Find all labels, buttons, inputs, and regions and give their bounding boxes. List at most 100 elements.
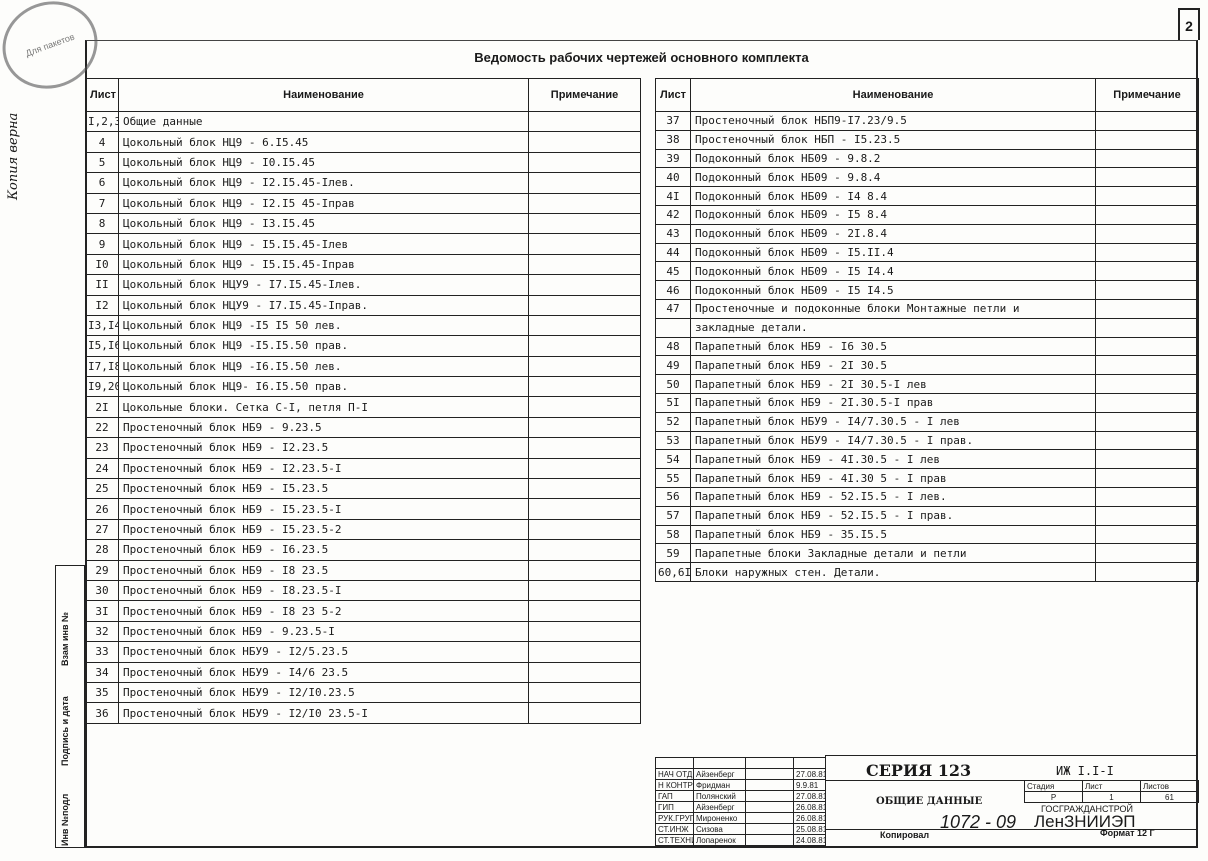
note-cell	[528, 274, 641, 296]
note-cell	[1095, 223, 1199, 244]
title-block: СЕРИЯ 123 ИЖ I.I-I ОБЩИЕ ДАННЫЕ Стадия Ли…	[825, 755, 1199, 831]
name-cell: Айзенберг	[693, 801, 746, 813]
note-cell	[1095, 280, 1199, 300]
table-row: 45 Подоконный блок НБ09 - I5 I4.4	[655, 261, 1199, 282]
table-row: I,2,3 Общие данные	[85, 110, 641, 133]
name-cell: Простеночный блок НБ9 - I5.23.5-2	[118, 518, 529, 541]
table-row: 52 Парапетный блок НБУ9 - I4/7.30.5 - I л…	[655, 411, 1199, 432]
date-cell: 26.08.81	[793, 801, 826, 813]
sheet-cell: I2	[85, 294, 119, 316]
role-cell: ГИП	[655, 801, 694, 813]
table-row: 4I Подоконный блок НБ09 - I4 8.4	[655, 186, 1199, 206]
name-cell: Простеночный блок НБП9-I7.23/9.5	[690, 111, 1096, 131]
signature-cell	[745, 779, 794, 791]
note-cell	[1095, 355, 1199, 376]
sheet-cell: 37	[655, 111, 691, 131]
sheet-title: ОБЩИЕ ДАННЫЕ	[876, 796, 983, 807]
name-cell: Простеночный блок НБ9 - 9.23.5	[118, 416, 529, 439]
table-row: 32 Простеночный блок НБ9 - 9.23.5-I	[85, 620, 641, 643]
sheet-cell: 7	[85, 192, 119, 214]
sheet-cell: 54	[655, 449, 691, 470]
sheet-cell: I0	[85, 253, 119, 276]
name-cell: Простеночный блок НБ9 - 9.23.5-I	[118, 620, 529, 643]
staff-table: НАЧ ОТД Айзенберг 27.08.81 Н КОНТР Фридман 9.…	[655, 757, 826, 846]
header-name: Наименование	[690, 78, 1096, 112]
note-cell	[528, 620, 641, 643]
table-row: 54 Парапетный блок НБ9 - 4I.30.5 - I лев	[655, 449, 1199, 470]
org-institute: ЛенЗНИИЭП	[1034, 812, 1136, 831]
note-cell	[1095, 392, 1199, 413]
table-row: II Цокольный блок НЦУ9 - I7.I5.45-Iлев.	[85, 274, 641, 296]
note-cell	[1095, 449, 1199, 470]
note-cell	[528, 294, 641, 316]
sheet-cell: 47	[655, 298, 691, 319]
table-row: 55 Парапетный блок НБ9 - 4I.30 5 - I прав	[655, 468, 1199, 488]
note-cell	[1095, 486, 1199, 507]
note-cell	[1095, 562, 1199, 582]
name-cell: Простеночный блок НБ9 - I8.23.5-I	[118, 579, 529, 602]
note-cell	[528, 518, 641, 541]
table-row: 8 Цокольный блок НЦ9 - I3.I5.45	[85, 212, 641, 235]
copied-label: Копировал	[880, 830, 930, 840]
staff-row: РУК.ГРУППЫМироненко 26.08.81	[655, 812, 826, 824]
name-cell: Цокольный блок НЦ9 - I5.I5.45-Iправ	[118, 253, 529, 276]
sheet-cell: 35	[85, 681, 119, 704]
sheet-cell: 5I	[655, 392, 691, 413]
org-ministry: ГОСГРАЖДАНСТРОЙ	[1041, 804, 1134, 814]
side-label: Подпись и дата	[60, 696, 70, 766]
sheet-label: Лист	[1082, 780, 1141, 792]
role-cell: Н КОНТР	[655, 779, 694, 791]
table-row: 2I Цокольные блоки. Сетка С-I, петля П-I	[85, 396, 641, 418]
copy-note: Копия верна	[6, 112, 21, 200]
name-cell: Подоконный блок НБ09 - 2I.8.4	[690, 223, 1096, 244]
name-cell: Парапетный блок НБ9 - 4I.30 5 - I прав	[690, 468, 1096, 488]
table-row: 34 Простеночный блок НБУ9 - I4/6 23.5	[85, 661, 641, 683]
table-row: 9 Цокольный блок НЦ9 - I5.I5.45-Iлев	[85, 233, 641, 255]
sheet-cell: 44	[655, 242, 691, 263]
note-cell	[528, 681, 641, 704]
note-cell	[528, 416, 641, 439]
sheet-cell: I,2,3	[85, 110, 119, 133]
note-cell	[1095, 129, 1199, 150]
role-cell: ГАП	[655, 790, 694, 802]
empty-cell	[693, 757, 746, 769]
sheet-cell: 42	[655, 204, 691, 225]
signature-cell	[745, 790, 794, 802]
name-cell: Подоконный блок НБ09 - 9.8.4	[690, 167, 1096, 188]
sheet-cell: 55	[655, 468, 691, 488]
staff-row: ГАП Полянский 27.08.81	[655, 790, 826, 802]
sheet-cell: 28	[85, 539, 119, 561]
table-row: 7 Цокольный блок НЦ9 - I2.I5 45-Iправ	[85, 192, 641, 214]
table-row: 27 Простеночный блок НБ9 - I5.23.5-2	[85, 518, 641, 541]
name-cell: Простеночный блок НБУ9 - I4/6 23.5	[118, 661, 529, 683]
note-cell	[1095, 111, 1199, 131]
sheet-cell: 32	[85, 620, 119, 643]
sheet-cell: 23	[85, 437, 119, 459]
note-cell	[528, 233, 641, 255]
note-cell	[528, 641, 641, 663]
note-cell	[1095, 186, 1199, 206]
empty-cell	[655, 757, 694, 769]
table-row: 47 Простеночные и подоконные блоки Монтаж…	[655, 298, 1199, 319]
name-cell: Простеночный блок НБП - I5.23.5	[690, 129, 1096, 150]
name-cell: Простеночный блок НБУ9 - I2/I0 23.5-I	[118, 702, 529, 724]
name-cell: Общие данные	[118, 110, 529, 133]
sheet-cell: 5	[85, 151, 119, 174]
sheet-cell: 4	[85, 131, 119, 153]
name-cell: закладные детали.	[690, 317, 1096, 338]
sheets-value: 61	[1140, 791, 1199, 803]
name-cell: Парапетные блоки Закладные детали и петл…	[690, 543, 1096, 564]
date-cell: 27.08.81	[793, 790, 826, 802]
name-cell: Подоконный блок НБ09 - I5 I4.4	[690, 261, 1096, 282]
note-cell	[1095, 336, 1199, 357]
name-cell: Блоки наружных стен. Детали.	[690, 562, 1096, 582]
table-row: 23 Простеночный блок НБ9 - I2.23.5	[85, 437, 641, 459]
role-cell: СТ.ТЕХНИК	[655, 834, 694, 846]
table-row: 6 Цокольный блок НЦ9 - I2.I5.45-Iлев.	[85, 172, 641, 194]
name-cell: Подоконный блок НБ09 - I5 I4.5	[690, 280, 1096, 300]
date-cell: 24.08.81	[793, 834, 826, 846]
note-cell	[528, 151, 641, 174]
note-cell	[528, 457, 641, 480]
note-cell	[528, 131, 641, 153]
table-row: 28 Простеночный блок НБ9 - I6.23.5	[85, 539, 641, 561]
